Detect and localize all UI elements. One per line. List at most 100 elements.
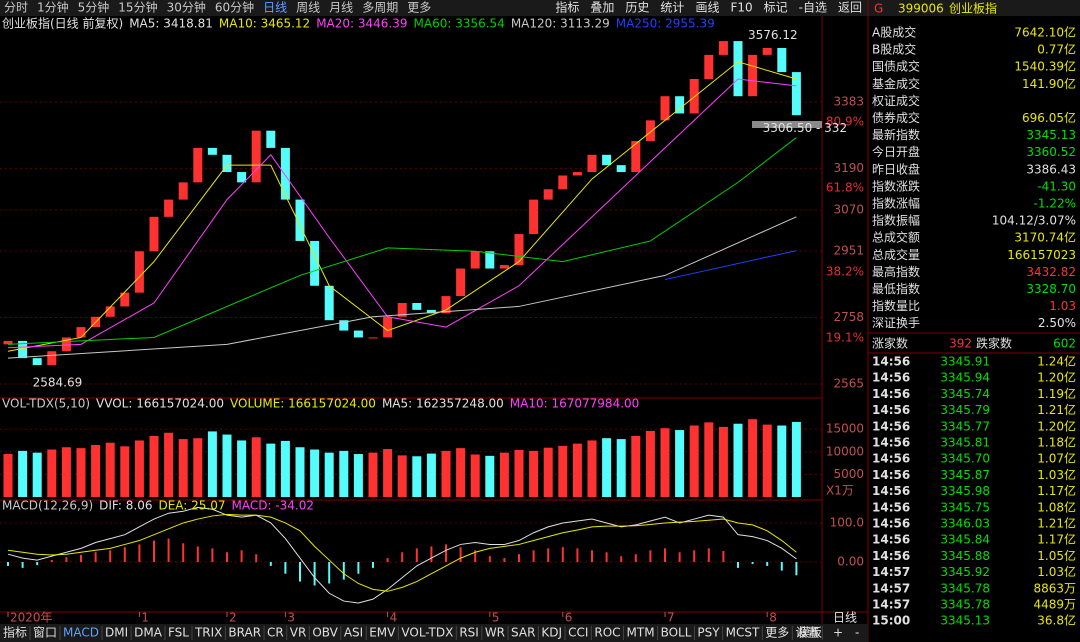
- quote-value: 104.12/3.07%: [992, 214, 1076, 228]
- tick-time: 14:56: [872, 452, 910, 466]
- legend-item: DEA: 25.07: [158, 499, 225, 513]
- quote-value: 3360.52: [1026, 145, 1076, 159]
- tick-volume: 1.20亿: [1037, 418, 1076, 433]
- toolbar-button[interactable]: 标记: [764, 1, 788, 15]
- quote-label: 最低指数: [872, 281, 920, 296]
- candle: [237, 172, 247, 183]
- volume-bar: [47, 449, 57, 497]
- y-tick-label: 5000: [833, 467, 864, 481]
- toolbar-button[interactable]: -自选: [799, 1, 827, 15]
- indicator-tab[interactable]: RSI: [459, 626, 479, 640]
- volume-bar: [645, 430, 655, 497]
- toolbar-button[interactable]: F10: [730, 1, 752, 15]
- toolbar-button[interactable]: 画线: [695, 1, 719, 15]
- tick-volume: 1.20亿: [1037, 370, 1076, 385]
- indicator-tab[interactable]: ROC: [594, 626, 620, 640]
- tick-volume: 1.17亿: [1037, 483, 1076, 498]
- y-tick-label: 2565: [833, 376, 864, 390]
- toolbar-button[interactable]: 指标: [555, 0, 579, 15]
- period-tab[interactable]: 60分钟: [215, 0, 254, 15]
- quote-value: 1.03: [1049, 299, 1076, 313]
- indicator-tab[interactable]: BOLL: [661, 626, 692, 640]
- indicator-tab[interactable]: ASI: [344, 626, 363, 640]
- quote-value: 3432.82: [1026, 265, 1076, 279]
- month-label: 5: [492, 611, 500, 625]
- legend-item: MA10: 3465.12: [219, 17, 310, 31]
- period-tab[interactable]: 15分钟: [118, 0, 157, 15]
- volume-bar: [748, 419, 758, 497]
- tick-price: 3345.84: [940, 533, 990, 547]
- tick-time: 14:56: [872, 403, 910, 417]
- candle: [441, 296, 451, 314]
- indicator-tab[interactable]: DMI: [105, 626, 128, 640]
- indicator-tab[interactable]: 更多: [765, 626, 789, 640]
- period-tab[interactable]: 1分钟: [37, 0, 69, 15]
- indicator-tab[interactable]: 窗口: [33, 626, 57, 640]
- candle: [295, 199, 305, 241]
- candle: [18, 340, 28, 359]
- indicator-tab[interactable]: MACD: [63, 626, 99, 640]
- indicator-tab[interactable]: DMA: [134, 626, 163, 640]
- legend-item: MA10: 167077984.00: [510, 397, 640, 411]
- tick-volume: 1.19亿: [1037, 386, 1076, 401]
- candle: [383, 316, 393, 338]
- toolbar-button[interactable]: 返回: [838, 1, 862, 15]
- tab-control[interactable]: 模板: [798, 626, 822, 640]
- quote-value: 2.50%: [1038, 316, 1076, 330]
- indicator-tab[interactable]: WR: [485, 626, 505, 640]
- indicator-tab[interactable]: SAR: [511, 626, 535, 640]
- tab-control[interactable]: -: [855, 626, 859, 640]
- candle: [47, 351, 57, 366]
- volume-bar: [32, 452, 42, 497]
- legend-item: MACD(12,26,9): [2, 499, 93, 513]
- breadth-label: 跌家数: [976, 336, 1012, 351]
- candle: [733, 41, 743, 97]
- volume-bar: [383, 449, 393, 497]
- quote-value: 3345.13: [1026, 128, 1076, 142]
- tick-price: 3345.87: [940, 468, 990, 482]
- indicator-tab[interactable]: CR: [267, 626, 284, 640]
- quote-value: 3386.43: [1026, 162, 1076, 176]
- indicator-tab[interactable]: 指标: [3, 625, 27, 640]
- period-tab[interactable]: 分时: [4, 1, 28, 15]
- period-tab[interactable]: 30分钟: [167, 0, 206, 15]
- indicator-tab[interactable]: CCI: [568, 626, 588, 640]
- indicator-tab[interactable]: 设置: [795, 626, 819, 640]
- indicator-tab[interactable]: MTM: [627, 626, 655, 640]
- indicator-tab[interactable]: EMV: [369, 626, 396, 640]
- indicator-tab[interactable]: VOL-TDX: [401, 626, 453, 640]
- tab-control[interactable]: +: [833, 626, 843, 640]
- toolbar-button[interactable]: 历史: [625, 1, 649, 15]
- indicator-tab[interactable]: VR: [290, 626, 307, 640]
- toolbar-button[interactable]: 统计: [660, 1, 684, 15]
- volume-bar: [543, 447, 553, 497]
- tick-time: 14:56: [872, 533, 910, 547]
- volume-bar: [149, 435, 159, 497]
- period-tab[interactable]: 月线: [329, 1, 353, 15]
- indicator-tab[interactable]: OBV: [312, 626, 338, 640]
- tick-time: 14:57: [872, 565, 910, 579]
- ma-line: [7, 137, 797, 345]
- tick-volume: 1.03亿: [1037, 467, 1076, 482]
- period-tab[interactable]: 更多: [407, 1, 431, 15]
- indicator-tab[interactable]: PSY: [697, 626, 720, 640]
- tick-price: 3346.03: [940, 517, 990, 531]
- tick-time: 14:57: [872, 598, 910, 612]
- tick-time: 14:56: [872, 355, 910, 369]
- indicator-tab[interactable]: KDJ: [541, 626, 562, 640]
- quote-value: -41.30: [1037, 179, 1076, 193]
- candle: [645, 120, 655, 142]
- period-tab[interactable]: 周线: [296, 1, 320, 15]
- quote-value: 3328.70: [1026, 282, 1076, 296]
- period-tab[interactable]: 5分钟: [78, 0, 110, 15]
- indicator-tab[interactable]: MCST: [726, 626, 760, 640]
- candle: [572, 172, 582, 176]
- indicator-tab[interactable]: TRIX: [194, 626, 222, 640]
- quote-label: 总成交额: [872, 230, 920, 245]
- period-tab[interactable]: 日线: [263, 1, 287, 15]
- toolbar-button[interactable]: 叠加: [590, 1, 614, 15]
- candle: [675, 96, 685, 114]
- indicator-tab[interactable]: BRAR: [228, 626, 261, 640]
- period-tab[interactable]: 多周期: [362, 1, 398, 15]
- indicator-tab[interactable]: FSL: [168, 626, 189, 640]
